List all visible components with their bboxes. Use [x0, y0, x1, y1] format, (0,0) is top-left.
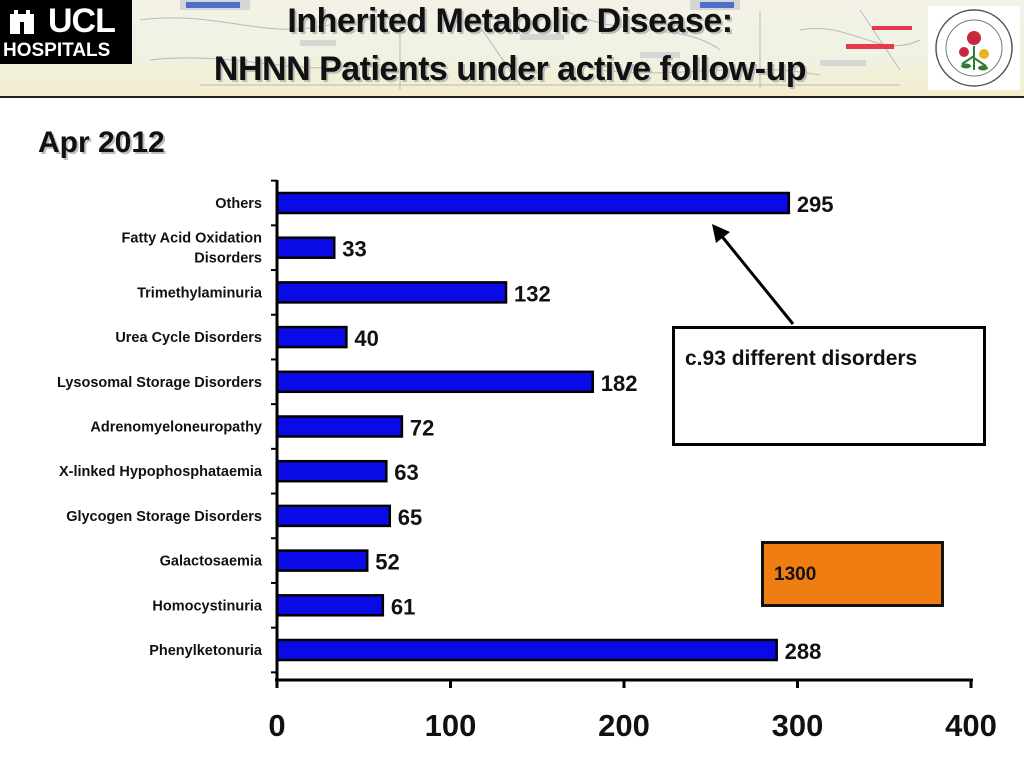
ucl-hospitals-logo: UCL HOSPITALS	[0, 0, 132, 64]
value-label-8: 52	[375, 550, 399, 575]
bar-2	[275, 281, 508, 304]
metabolic-pathway-background	[139, 0, 921, 90]
category-label-1: Fatty Acid Oxidation Disorders	[122, 231, 262, 267]
category-label-6: X-linked Hypophosphataemia	[59, 464, 263, 480]
bar-3	[275, 325, 348, 349]
value-label-9: 61	[391, 594, 415, 619]
value-label-0: 295	[797, 192, 834, 217]
value-label-3: 40	[354, 326, 378, 351]
value-label-5: 72	[410, 416, 434, 441]
page-title-line-1: Inherited Metabolic Disease:	[287, 2, 733, 40]
category-label-10: Phenylketonuria	[149, 643, 263, 659]
bar-10	[275, 638, 778, 662]
category-label-5: Adrenomyeloneuropathy	[90, 420, 262, 436]
bar-4	[275, 370, 595, 394]
category-label-2: Trimethylaminuria	[137, 285, 263, 301]
value-label-10: 288	[785, 639, 822, 664]
category-label-4: Lysosomal Storage Disorders	[57, 375, 262, 391]
value-label-4: 182	[601, 371, 638, 396]
bar-5	[275, 415, 404, 438]
value-label-2: 132	[514, 281, 551, 306]
value-label-7: 65	[398, 505, 422, 530]
total-box: 1300	[761, 541, 944, 607]
value-label-6: 63	[394, 460, 418, 485]
callout-arrow-line	[718, 233, 795, 325]
header-banner: UCL HOSPITALS Inherited Metabolic Diseas…	[0, 0, 1024, 98]
page-title-line-2: NHNN Patients under active follow-up	[213, 50, 807, 88]
bar-0	[275, 191, 791, 215]
bar-7	[275, 504, 392, 528]
category-label-8: Galactosaemia	[160, 554, 263, 570]
date-label: Apr 2012	[38, 126, 165, 159]
callout-box: c.93 different disorders	[672, 326, 986, 446]
hospital-seal-icon	[928, 6, 1020, 90]
total-text: 1300	[774, 564, 817, 585]
callout-arrow-head-icon	[712, 224, 730, 243]
x-tick-label-3: 300	[772, 708, 824, 743]
callout-text: c.93 different disorders	[685, 347, 918, 370]
bar-8	[275, 549, 369, 572]
value-label-1: 33	[342, 237, 366, 262]
bar-9	[275, 594, 385, 617]
logo-hospitals-text: HOSPITALS	[3, 40, 111, 61]
category-label-0: Others	[215, 196, 262, 212]
category-label-3: Urea Cycle Disorders	[115, 330, 262, 346]
x-tick-label-1: 100	[425, 708, 477, 743]
x-tick-label-4: 400	[945, 708, 997, 743]
ucl-crest-icon	[10, 10, 34, 34]
bar-6	[275, 459, 388, 483]
x-tick-label-0: 0	[268, 708, 285, 743]
category-label-7: Glycogen Storage Disorders	[66, 509, 262, 525]
bar-1	[275, 236, 336, 259]
x-tick-label-2: 200	[598, 708, 650, 743]
category-label-9: Homocystinuria	[152, 598, 263, 614]
logo-ucl-text: UCL	[48, 2, 116, 40]
